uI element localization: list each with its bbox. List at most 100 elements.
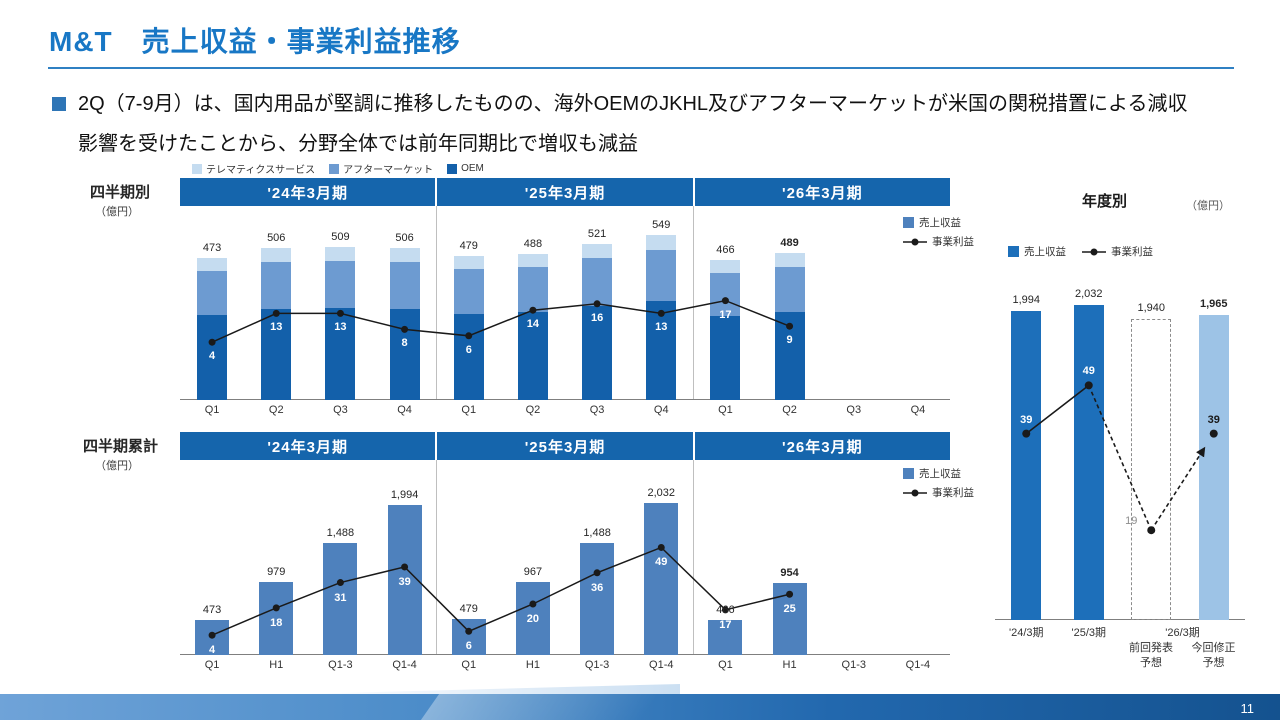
- cumulative-legend: 売上収益 事業利益: [903, 466, 974, 504]
- profit-value: 9: [786, 334, 793, 347]
- bar-value: 506: [395, 232, 414, 245]
- profit-value: 39: [1020, 413, 1033, 426]
- x-sublabel-previous-forecast: 前回発表予想: [1129, 642, 1173, 669]
- bar-value: 1,488: [583, 527, 611, 540]
- legend-revenue: 売上収益: [903, 466, 974, 481]
- x-label: Q1-4: [905, 659, 931, 671]
- profit-label: 事業利益: [1111, 246, 1153, 258]
- revenue-label: 売上収益: [919, 217, 961, 229]
- bar-segment-aftermarket: [453, 269, 484, 314]
- period-fy24: '24年3月期: [180, 178, 436, 206]
- bar-value: 954: [780, 567, 799, 580]
- bar-value: 1,965: [1199, 298, 1228, 311]
- x-label: H1: [525, 659, 540, 671]
- cumulative-chart-title: 四半期累計: [83, 438, 159, 455]
- quarterly-x-axis: Q1 Q2 Q3 Q4 Q1 Q2 Q3 Q4 Q1 Q2 Q3 Q4: [180, 404, 950, 422]
- bar-value: 2,032: [1074, 288, 1103, 301]
- x-label: Q1: [204, 404, 220, 416]
- bar-value: 489: [780, 237, 799, 250]
- x-label: Q1: [461, 659, 477, 671]
- x-label: Q2: [268, 404, 284, 416]
- bar-segment-oem: [710, 316, 741, 400]
- cumulative-x-axis: Q1 H1 Q1-3 Q1-4 Q1 H1 Q1-3 Q1-4 Q1 H1 Q1-3 Q1-4: [180, 659, 950, 677]
- x-sublabel-revised-forecast: 今回修正予想: [1191, 642, 1236, 669]
- profit-value: 17: [719, 618, 732, 631]
- x-label: Q4: [653, 404, 669, 416]
- revenue-bar: [772, 583, 807, 655]
- x-label: Q1-4: [649, 659, 674, 671]
- x-label: Q4: [397, 404, 412, 416]
- revenue-bar: [710, 260, 741, 400]
- bar-value: 2,032: [647, 486, 676, 499]
- annual-bar-2: [1131, 319, 1172, 620]
- bar-segment-oem: [646, 301, 677, 400]
- profit-label: 事業利益: [932, 487, 974, 499]
- x-label: H1: [269, 659, 284, 671]
- bar-value: 473: [202, 603, 222, 616]
- profit-value: 4: [209, 644, 216, 657]
- profit-value: 8: [401, 337, 408, 350]
- annual-legend: 売上収益 事業利益: [1008, 244, 1153, 259]
- x-label: Q1: [204, 659, 220, 671]
- x-label-fy25: '25/3期: [1071, 627, 1106, 639]
- summary-text: 2Q（7-9月）は、国内用品が堅調に推移したものの、海外OEMのJKHL及びアフ…: [78, 93, 1188, 155]
- profit-value: 18: [270, 616, 283, 629]
- profit-label: 事業利益: [932, 236, 974, 248]
- profit-value: 14: [526, 318, 540, 331]
- revenue-swatch: [903, 468, 914, 479]
- annual-bar-0: [1011, 310, 1042, 620]
- x-label: Q2: [525, 404, 541, 416]
- bar-segment-aftermarket: [389, 261, 420, 309]
- revenue-bar: [389, 248, 420, 400]
- aftermarket-swatch: [329, 163, 340, 174]
- telematics-swatch: [192, 163, 202, 174]
- legend-profit: 事業利益: [1082, 244, 1153, 259]
- profit-value: 31: [334, 591, 347, 604]
- revenue-swatch: [1008, 246, 1019, 257]
- period-fy26: '26年3月期: [694, 178, 950, 206]
- profit-value: 39: [398, 575, 411, 588]
- title-rule: [48, 67, 1234, 69]
- quarterly-chart: '24年3月期 '25年3月期 '26年3月期 473 4 506 13 509 13 50…: [180, 178, 950, 422]
- telematics-label: テレマティクスサービス: [206, 165, 316, 176]
- bar-segment-telematics: [453, 256, 484, 270]
- bar-segment-telematics: [197, 258, 228, 271]
- profit-value: 49: [1082, 365, 1095, 378]
- bar-segment-telematics: [389, 248, 420, 262]
- bar-value: 967: [523, 566, 543, 579]
- profit-value: 19: [1125, 515, 1138, 528]
- revenue-bar: [197, 258, 228, 400]
- profit-value: 20: [526, 613, 540, 625]
- bar-segment-telematics: [646, 235, 677, 251]
- profit-value: 6: [465, 640, 472, 653]
- annual-chart-title: 年度別: [1082, 193, 1128, 210]
- legend-profit: 事業利益: [903, 485, 974, 500]
- profit-line: [208, 543, 794, 639]
- period-fy26: '26年3月期: [694, 432, 950, 460]
- revenue-bar: [582, 243, 613, 400]
- bar-segment-aftermarket: [517, 266, 548, 313]
- quarterly-chart-title: 四半期別: [90, 184, 151, 201]
- profit-value: 49: [655, 556, 668, 569]
- legend-item-aftermarket: アフターマーケット: [329, 161, 433, 176]
- legend-profit: 事業利益: [903, 234, 974, 249]
- bar-value: 521: [587, 227, 607, 240]
- bar-segment-telematics: [582, 243, 613, 258]
- x-label: H1: [782, 659, 797, 671]
- period-fy25: '25年3月期: [437, 432, 693, 460]
- bar-segment-oem: [774, 311, 805, 400]
- x-label: Q1-3: [328, 659, 353, 671]
- x-label: Q3: [589, 404, 605, 416]
- bar-value: 549: [652, 219, 671, 232]
- footer-wedge-decoration: [300, 684, 680, 694]
- profit-value: 13: [334, 321, 347, 334]
- annual-chart: 1,994 2,032 1,940 1,965 39 49 19 39: [995, 285, 1245, 620]
- bar-value: 473: [202, 242, 222, 255]
- period-fy25: '25年3月期: [437, 178, 693, 206]
- bar-value: 466: [716, 244, 735, 257]
- annual-bar-3: [1198, 315, 1229, 620]
- bar-segment-telematics: [325, 247, 356, 262]
- legend-revenue: 売上収益: [1008, 244, 1066, 259]
- x-label-fy24: '24/3期: [1008, 627, 1044, 639]
- x-label: Q1-3: [584, 659, 610, 671]
